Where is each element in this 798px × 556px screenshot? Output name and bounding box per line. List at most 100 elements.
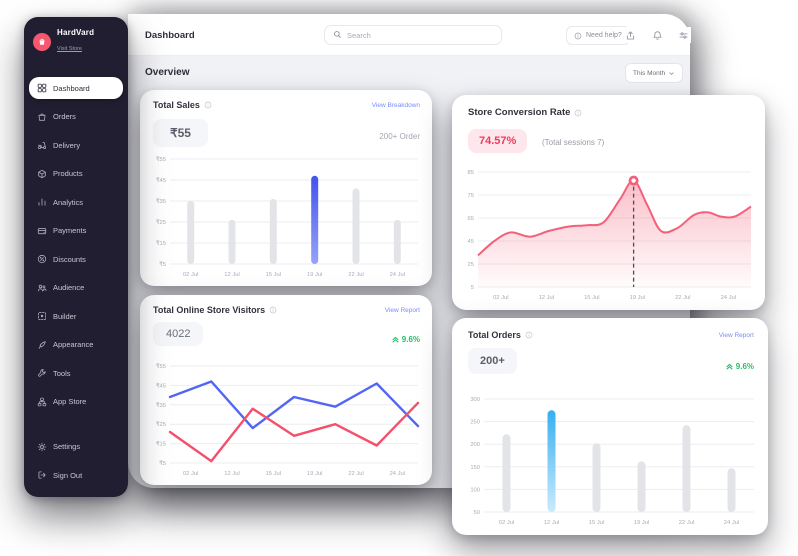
view-breakdown-link[interactable]: View Breakdown bbox=[371, 102, 420, 109]
info-icon bbox=[269, 306, 277, 314]
orders-delta: 9.6% bbox=[725, 362, 754, 371]
help-label: Need help? bbox=[586, 32, 622, 39]
sidebar: HardVard Visit Store Dashboard Orders Deli… bbox=[24, 17, 128, 497]
svg-text:12 Jul: 12 Jul bbox=[224, 471, 239, 477]
analytics-icon bbox=[37, 197, 47, 207]
store-visitors-card: Total Online Store Visitors View Report … bbox=[140, 295, 432, 485]
svg-text:19 Jul: 19 Jul bbox=[630, 295, 645, 301]
sidebar-item-label: Settings bbox=[53, 442, 81, 451]
appearance-icon bbox=[37, 340, 47, 350]
svg-text:12 Jul: 12 Jul bbox=[224, 272, 239, 278]
visit-store-link[interactable]: Visit Store bbox=[57, 46, 82, 52]
svg-text:50: 50 bbox=[474, 510, 480, 516]
period-value: This Month bbox=[633, 69, 666, 77]
sidebar-item-products[interactable]: Products bbox=[29, 163, 123, 185]
svg-text:19 Jul: 19 Jul bbox=[307, 471, 322, 477]
conversion-rate-chart: 85 75 65 45 25 5 02 Jul 12 Jul 15 Jul 19 Jul 22 Ju… bbox=[458, 165, 759, 303]
double-chevron-up-icon bbox=[392, 336, 399, 343]
card-title: Store Conversion Rate bbox=[468, 107, 571, 118]
svg-text:19 Jul: 19 Jul bbox=[307, 272, 322, 278]
payments-icon bbox=[37, 226, 47, 236]
sidebar-item-app-store[interactable]: App Store bbox=[29, 391, 123, 413]
sidebar-item-builder[interactable]: Builder bbox=[29, 305, 123, 327]
filters-button[interactable] bbox=[675, 27, 691, 43]
svg-text:₹55: ₹55 bbox=[156, 156, 166, 163]
chevron-down-icon bbox=[669, 71, 674, 75]
sidebar-item-label: Dashboard bbox=[53, 83, 90, 93]
svg-text:₹45: ₹45 bbox=[156, 382, 166, 389]
view-report-link[interactable]: View Report bbox=[718, 332, 754, 339]
svg-text:22 Jul: 22 Jul bbox=[675, 295, 690, 301]
search-box[interactable] bbox=[324, 25, 502, 45]
sidebar-menu: Dashboard Orders Delivery Products Analytics… bbox=[24, 64, 128, 413]
sidebar-item-settings[interactable]: Settings bbox=[29, 436, 123, 458]
brand: HardVard Visit Store bbox=[24, 17, 128, 64]
sidebar-item-label: Builder bbox=[53, 311, 77, 321]
help-button[interactable]: Need help? bbox=[566, 26, 630, 45]
notifications-button[interactable] bbox=[649, 27, 665, 43]
info-icon bbox=[525, 331, 533, 339]
sidebar-item-label: Sign Out bbox=[53, 470, 83, 480]
sidebar-item-analytics[interactable]: Analytics bbox=[29, 191, 123, 213]
total-orders-card: Total Orders View Report 200+ 9.6% 300 25… bbox=[452, 318, 768, 535]
sidebar-item-tools[interactable]: Tools bbox=[29, 362, 123, 384]
sidebar-item-sign-out[interactable]: Sign Out bbox=[29, 464, 123, 486]
topbar: Dashboard Need help? bbox=[128, 14, 691, 56]
dashboard-icon bbox=[37, 83, 47, 93]
settings-icon bbox=[37, 442, 47, 452]
shopping-bag-icon bbox=[39, 38, 45, 45]
total-sales-chart: ₹55 ₹45 ₹35 ₹25 ₹15 ₹5 02 Jul 12 Jul 15 Jul 19 Ju… bbox=[148, 152, 426, 280]
svg-text:300: 300 bbox=[470, 397, 480, 403]
tools-icon bbox=[37, 368, 47, 378]
svg-text:24 Jul: 24 Jul bbox=[721, 295, 736, 301]
info-icon bbox=[574, 109, 582, 117]
svg-text:02 Jul: 02 Jul bbox=[499, 520, 514, 526]
card-title: Total Sales bbox=[153, 100, 200, 110]
delivery-icon bbox=[37, 140, 47, 150]
total-sessions-text: (Total sessions 7) bbox=[542, 138, 605, 147]
sidebar-item-dashboard[interactable]: Dashboard bbox=[29, 77, 123, 99]
card-title: Total Online Store Visitors bbox=[153, 305, 266, 315]
svg-text:₹15: ₹15 bbox=[156, 240, 166, 247]
svg-text:15 Jul: 15 Jul bbox=[584, 295, 599, 301]
svg-text:24 Jul: 24 Jul bbox=[390, 272, 405, 278]
card-title: Total Orders bbox=[468, 330, 521, 340]
sidebar-footer-menu: Settings Sign Out bbox=[24, 436, 128, 487]
total-sales-value: ₹55 bbox=[153, 119, 208, 147]
svg-text:₹5: ₹5 bbox=[159, 261, 166, 268]
sidebar-item-audience[interactable]: Audience bbox=[29, 277, 123, 299]
svg-text:₹5: ₹5 bbox=[159, 460, 166, 467]
svg-text:₹15: ₹15 bbox=[156, 441, 166, 448]
period-dropdown[interactable]: This Month bbox=[625, 63, 683, 83]
sidebar-item-appearance[interactable]: Appearance bbox=[29, 334, 123, 356]
total-sales-card: Total Sales View Breakdown ₹55 200+ Orde… bbox=[140, 90, 432, 286]
svg-text:15 Jul: 15 Jul bbox=[266, 272, 281, 278]
sidebar-item-discounts[interactable]: Discounts bbox=[29, 248, 123, 270]
svg-text:12 Jul: 12 Jul bbox=[539, 295, 554, 301]
svg-text:22 Jul: 22 Jul bbox=[679, 520, 694, 526]
sidebar-item-orders[interactable]: Orders bbox=[29, 106, 123, 128]
discounts-icon bbox=[37, 254, 47, 264]
sidebar-item-payments[interactable]: Payments bbox=[29, 220, 123, 242]
total-sales-subtext: 200+ Order bbox=[379, 132, 420, 141]
svg-text:100: 100 bbox=[470, 487, 480, 493]
svg-text:85: 85 bbox=[468, 170, 474, 176]
orders-chart: 300 250 200 150 100 50 02 Jul 12 Jul 15 Jul 19 Ju… bbox=[460, 392, 762, 528]
visitors-chart: ₹55 ₹45 ₹35 ₹25 ₹15 ₹5 02 Jul 12 Jul 15 Jul 19 Ju… bbox=[148, 359, 426, 479]
view-report-link[interactable]: View Report bbox=[384, 307, 420, 314]
svg-text:₹35: ₹35 bbox=[156, 198, 166, 205]
share-icon bbox=[626, 30, 634, 40]
double-chevron-up-icon bbox=[726, 363, 733, 370]
svg-text:19 Jul: 19 Jul bbox=[634, 520, 649, 526]
sidebar-item-label: Appearance bbox=[53, 340, 94, 349]
svg-text:24 Jul: 24 Jul bbox=[724, 520, 739, 526]
svg-text:₹55: ₹55 bbox=[156, 363, 166, 370]
audience-icon bbox=[37, 283, 47, 293]
sign-out-icon bbox=[37, 470, 47, 480]
sliders-icon bbox=[678, 31, 688, 39]
share-button[interactable] bbox=[622, 27, 638, 43]
orders-icon bbox=[37, 112, 47, 122]
search-input[interactable] bbox=[347, 30, 493, 40]
svg-text:25: 25 bbox=[468, 262, 474, 268]
sidebar-item-delivery[interactable]: Delivery bbox=[29, 134, 123, 156]
